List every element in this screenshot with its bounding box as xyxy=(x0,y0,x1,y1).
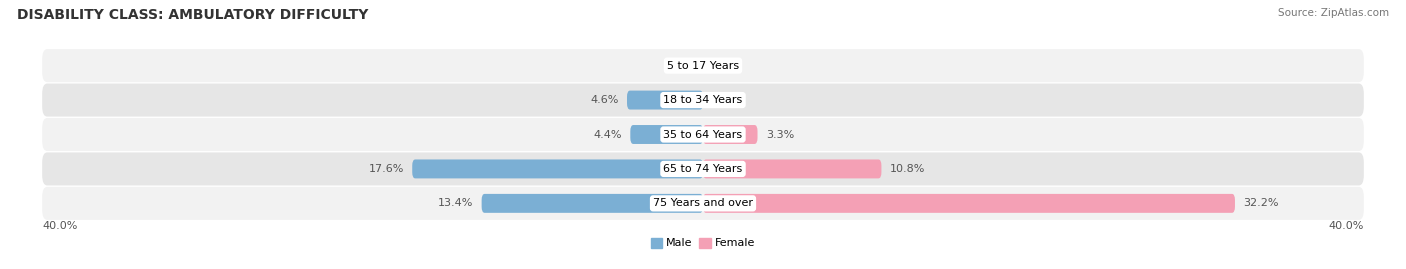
FancyBboxPatch shape xyxy=(42,153,1364,185)
Text: 75 Years and over: 75 Years and over xyxy=(652,198,754,208)
Text: Source: ZipAtlas.com: Source: ZipAtlas.com xyxy=(1278,8,1389,18)
FancyBboxPatch shape xyxy=(703,160,882,178)
Text: 65 to 74 Years: 65 to 74 Years xyxy=(664,164,742,174)
Text: 5 to 17 Years: 5 to 17 Years xyxy=(666,61,740,71)
FancyBboxPatch shape xyxy=(412,160,703,178)
FancyBboxPatch shape xyxy=(703,194,1234,213)
FancyBboxPatch shape xyxy=(42,84,1364,116)
Text: 0.0%: 0.0% xyxy=(711,95,740,105)
FancyBboxPatch shape xyxy=(703,125,758,144)
Text: 17.6%: 17.6% xyxy=(368,164,404,174)
FancyBboxPatch shape xyxy=(630,125,703,144)
FancyBboxPatch shape xyxy=(42,118,1364,151)
Text: 0.0%: 0.0% xyxy=(711,61,740,71)
Text: DISABILITY CLASS: AMBULATORY DIFFICULTY: DISABILITY CLASS: AMBULATORY DIFFICULTY xyxy=(17,8,368,22)
Text: 3.3%: 3.3% xyxy=(766,129,794,140)
FancyBboxPatch shape xyxy=(482,194,703,213)
Text: 40.0%: 40.0% xyxy=(1329,221,1364,231)
FancyBboxPatch shape xyxy=(42,187,1364,220)
FancyBboxPatch shape xyxy=(42,49,1364,82)
Legend: Male, Female: Male, Female xyxy=(647,233,759,253)
Text: 18 to 34 Years: 18 to 34 Years xyxy=(664,95,742,105)
Text: 4.6%: 4.6% xyxy=(591,95,619,105)
FancyBboxPatch shape xyxy=(627,91,703,109)
Text: 40.0%: 40.0% xyxy=(42,221,77,231)
Text: 4.4%: 4.4% xyxy=(593,129,621,140)
Text: 32.2%: 32.2% xyxy=(1243,198,1278,208)
Text: 0.0%: 0.0% xyxy=(666,61,695,71)
Text: 10.8%: 10.8% xyxy=(890,164,925,174)
Text: 13.4%: 13.4% xyxy=(439,198,474,208)
Text: 35 to 64 Years: 35 to 64 Years xyxy=(664,129,742,140)
